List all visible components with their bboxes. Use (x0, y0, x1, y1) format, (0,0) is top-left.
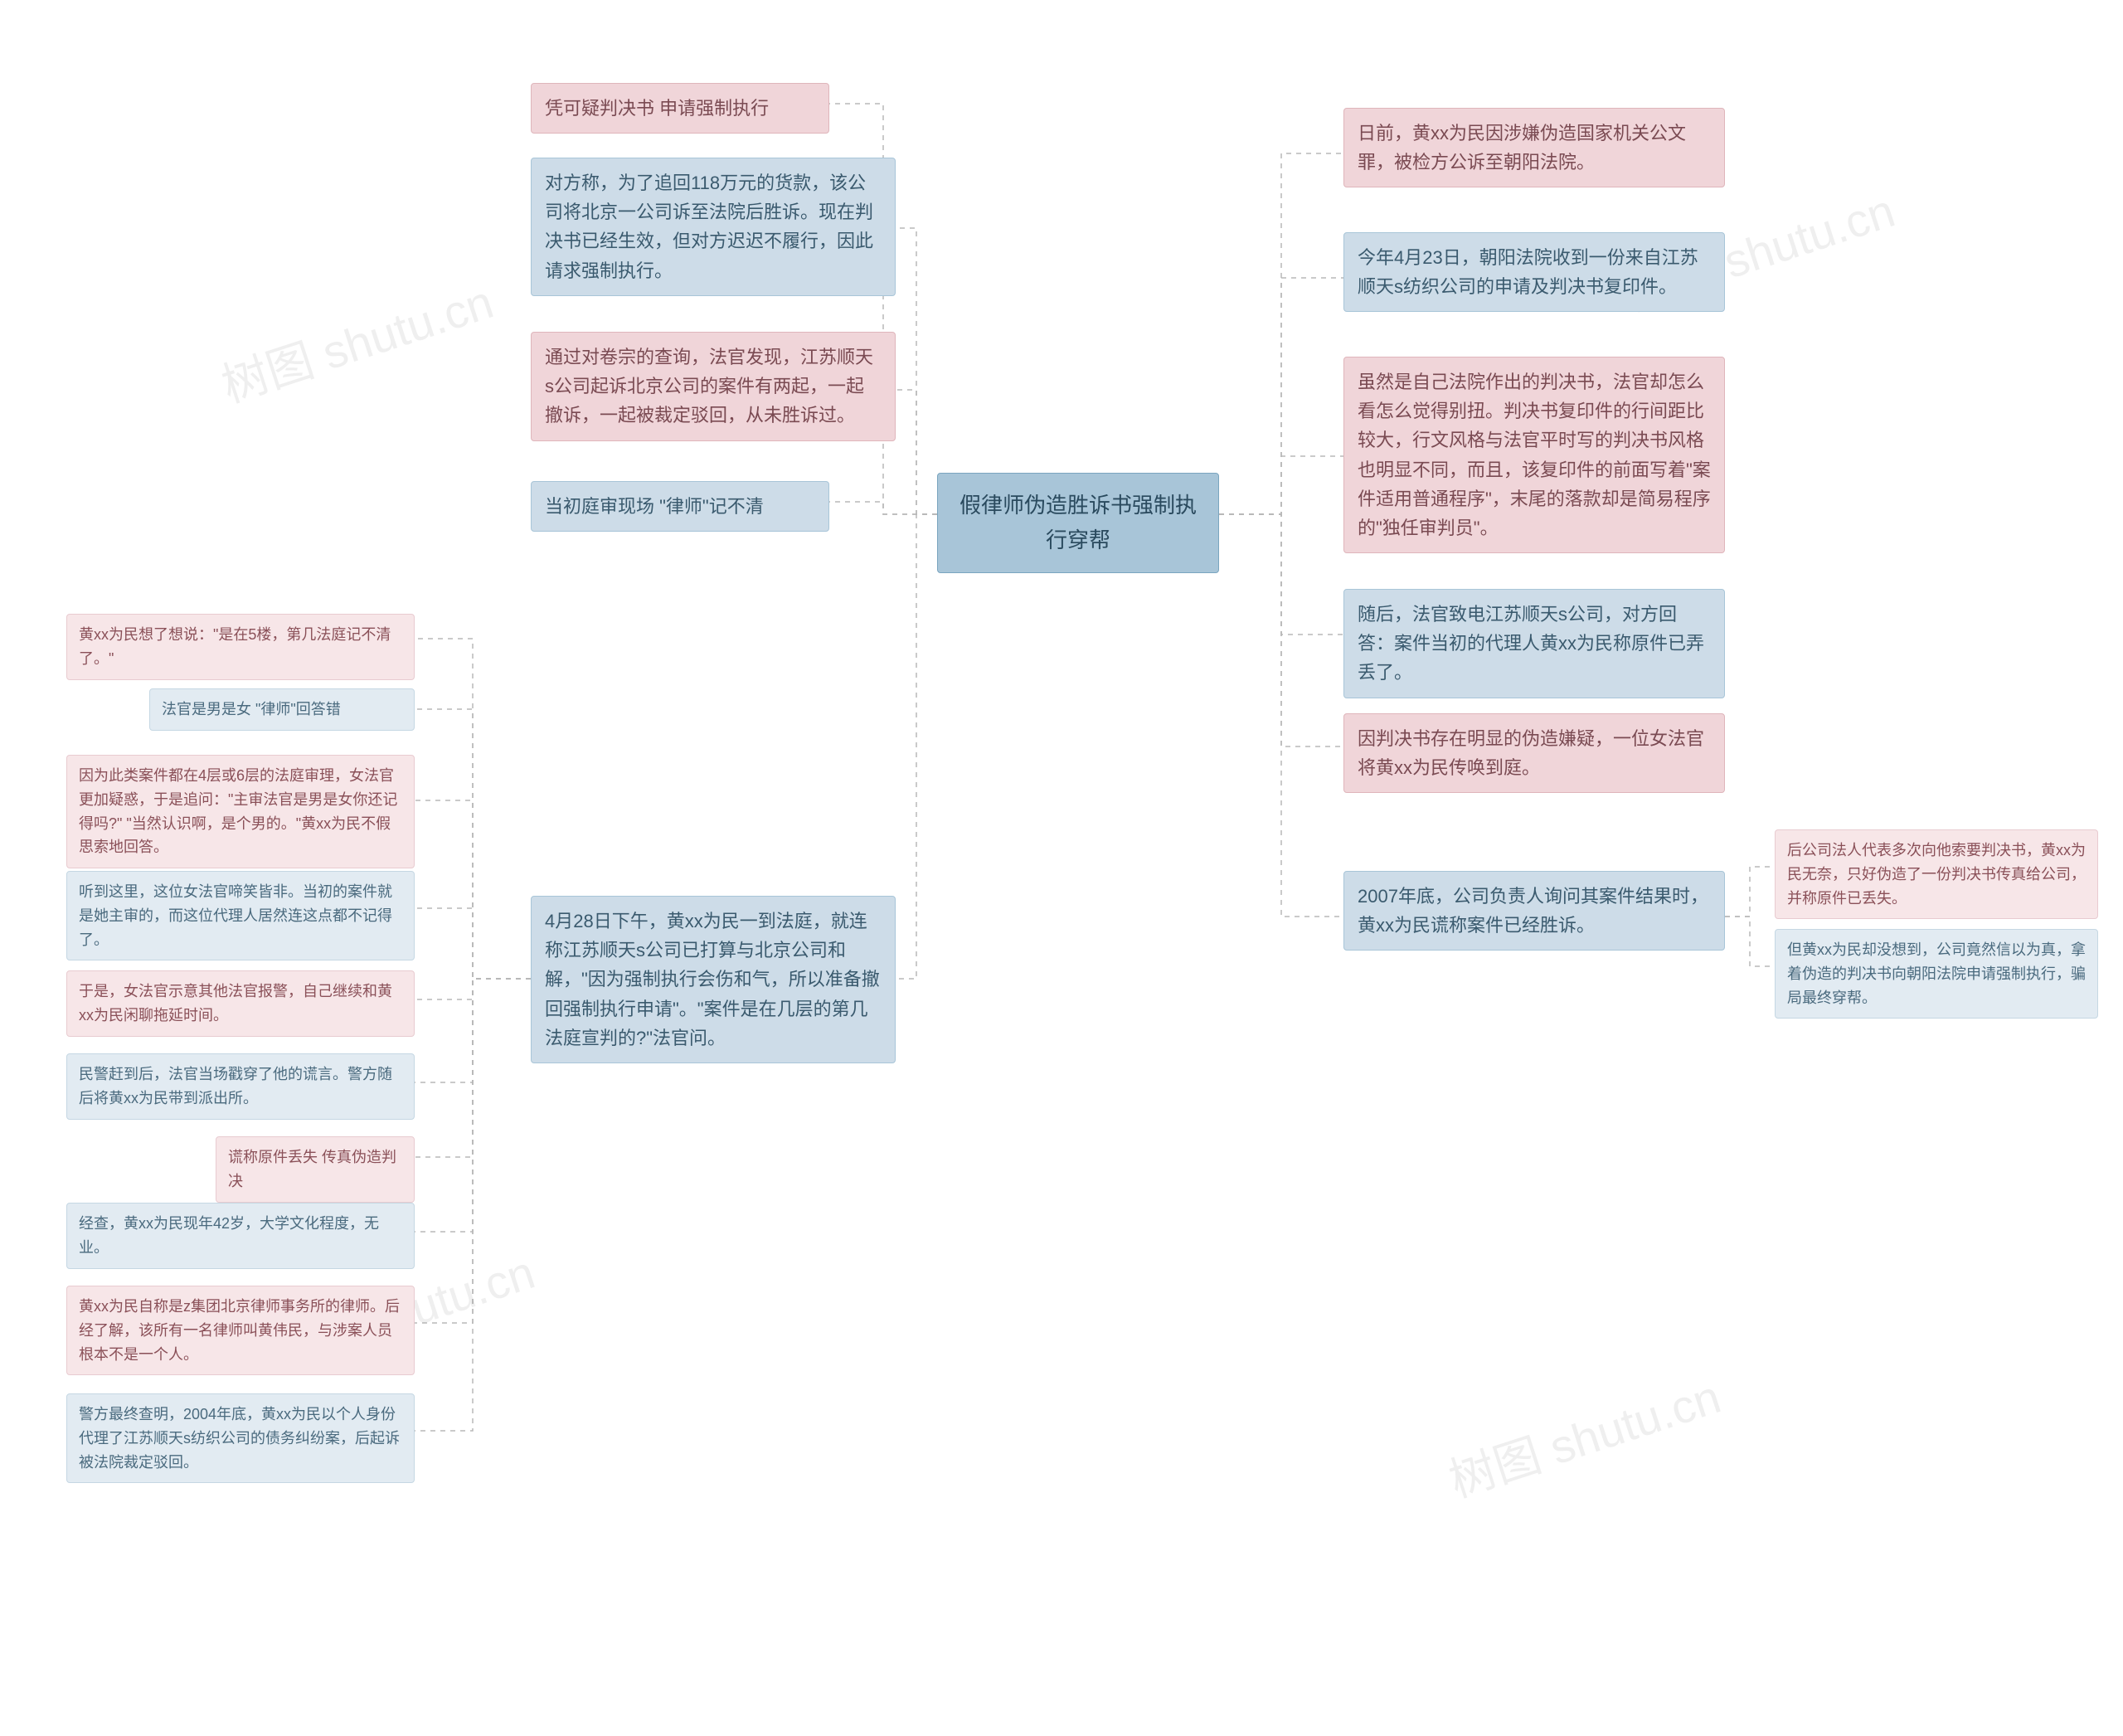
node-ls2[interactable]: 法官是男是女 "律师"回答错 (149, 688, 415, 731)
node-l2[interactable]: 对方称，为了追回118万元的货款，该公司将北京一公司诉至法院后胜诉。现在判决书已… (531, 158, 896, 296)
node-r6[interactable]: 2007年底，公司负责人询问其案件结果时，黄xx为民谎称案件已经胜诉。 (1343, 871, 1725, 951)
node-ls6[interactable]: 民警赶到后，法官当场戳穿了他的谎言。警方随后将黄xx为民带到派出所。 (66, 1053, 415, 1120)
node-l3[interactable]: 通过对卷宗的查询，法官发现，江苏顺天s公司起诉北京公司的案件有两起，一起撤诉，一… (531, 332, 896, 441)
node-ls9[interactable]: 黄xx为民自称是z集团北京律师事务所的律师。后经了解，该所有一名律师叫黄伟民，与… (66, 1286, 415, 1375)
watermark: 树图 shutu.cn (212, 265, 501, 416)
node-ls8[interactable]: 经查，黄xx为民现年42岁，大学文化程度，无业。 (66, 1203, 415, 1269)
node-ls5[interactable]: 于是，女法官示意其他法官报警，自己继续和黄xx为民闲聊拖延时间。 (66, 970, 415, 1037)
node-ls10[interactable]: 警方最终查明，2004年底，黄xx为民以个人身份代理了江苏顺天s纺织公司的债务纠… (66, 1393, 415, 1483)
node-ls3[interactable]: 因为此类案件都在4层或6层的法庭审理，女法官更加疑惑，于是追问："主审法官是男是… (66, 755, 415, 868)
node-ls7[interactable]: 谎称原件丢失 传真伪造判决 (216, 1136, 415, 1203)
node-l4[interactable]: 当初庭审现场 "律师"记不清 (531, 481, 829, 532)
node-r1[interactable]: 日前，黄xx为民因涉嫌伪造国家机关公文罪，被检方公诉至朝阳法院。 (1343, 108, 1725, 187)
node-l1[interactable]: 凭可疑判决书 申请强制执行 (531, 83, 829, 134)
node-l5[interactable]: 4月28日下午，黄xx为民一到法庭，就连称江苏顺天s公司已打算与北京公司和解，"… (531, 896, 896, 1063)
node-r2[interactable]: 今年4月23日，朝阳法院收到一份来自江苏顺天s纺织公司的申请及判决书复印件。 (1343, 232, 1725, 312)
node-ls1[interactable]: 黄xx为民想了想说："是在5楼，第几法庭记不清了。" (66, 614, 415, 680)
node-rs2[interactable]: 但黄xx为民却没想到，公司竟然信以为真，拿着伪造的判决书向朝阳法院申请强制执行，… (1775, 929, 2098, 1019)
node-r5[interactable]: 因判决书存在明显的伪造嫌疑，一位女法官将黄xx为民传唤到庭。 (1343, 713, 1725, 793)
watermark: 树图 shutu.cn (1440, 1360, 1728, 1511)
node-rs1[interactable]: 后公司法人代表多次向他索要判决书，黄xx为民无奈，只好伪造了一份判决书传真给公司… (1775, 829, 2098, 919)
node-r3[interactable]: 虽然是自己法院作出的判决书，法官却怎么看怎么觉得别扭。判决书复印件的行间距比较大… (1343, 357, 1725, 553)
node-r4[interactable]: 随后，法官致电江苏顺天s公司，对方回答：案件当初的代理人黄xx为民称原件已弄丢了… (1343, 589, 1725, 698)
center-node[interactable]: 假律师伪造胜诉书强制执行穿帮 (937, 473, 1219, 573)
node-ls4[interactable]: 听到这里，这位女法官啼笑皆非。当初的案件就是她主审的，而这位代理人居然连这点都不… (66, 871, 415, 960)
